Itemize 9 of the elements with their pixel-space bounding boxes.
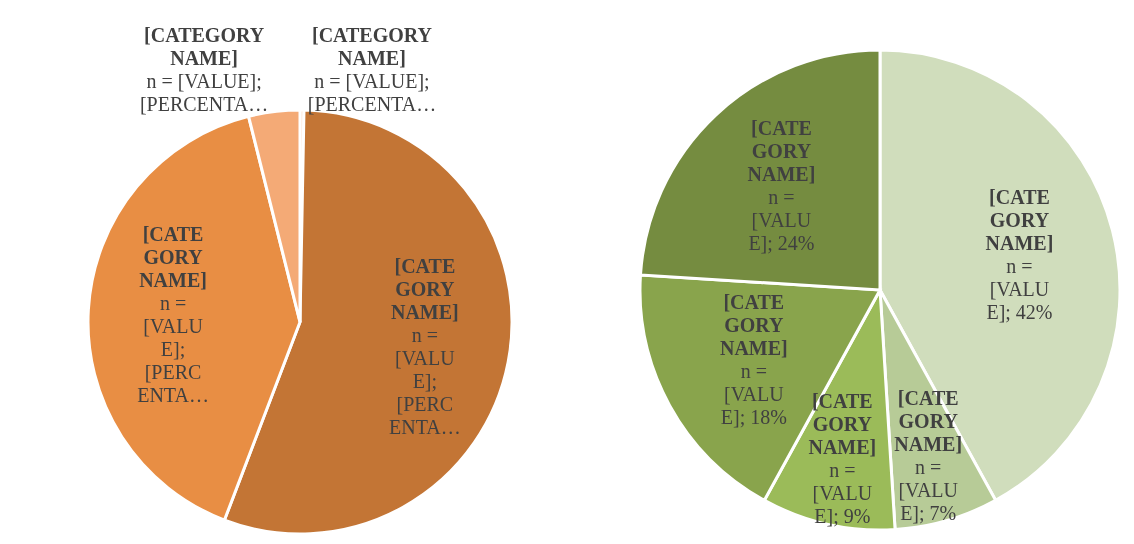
data-label: n = [VALUE]; 24%	[748, 185, 815, 254]
data-label: n = [VALUE]; [PERCENTA…	[389, 323, 461, 438]
data-label: n = [VALUE]; [PERCENTA…	[139, 70, 269, 115]
data-label: n = [VALUE]; [PERCENTA…	[137, 291, 209, 406]
data-label: n = [VALUE]; 7%	[898, 456, 959, 525]
data-label: n = [VALUE]; 18%	[720, 359, 787, 428]
data-label: n = [VALUE]; 42%	[986, 254, 1053, 323]
data-label: n = [VALUE]; 9%	[812, 459, 873, 528]
data-label: n = [VALUE]; [PERCENTA…	[307, 70, 437, 115]
